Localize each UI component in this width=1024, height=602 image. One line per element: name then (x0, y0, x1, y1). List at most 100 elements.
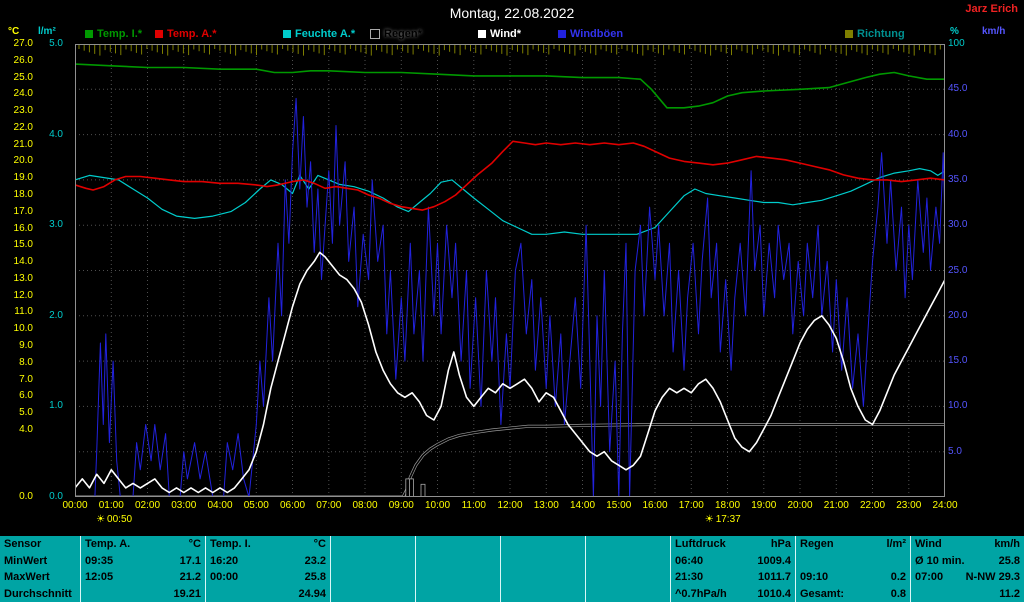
stats-cell: 09:10 0.2 (800, 571, 906, 583)
stats-cell: Wind km/h (915, 538, 1020, 550)
x-axis-label: 03:00 (171, 500, 197, 511)
wind-axis-tick: 35.0 (948, 173, 968, 185)
series-Feuchte A. (75, 167, 945, 235)
wind-axis-tick: 45.0 (948, 83, 968, 95)
stats-cell: 21:30 1011.7 (675, 571, 791, 583)
stats-row-label: MinWert (4, 554, 48, 567)
stats-cell (416, 569, 500, 586)
wind-axis-tick: 30.0 (948, 219, 968, 231)
temp-axis-tick: 19.0 (13, 172, 33, 184)
stats-cell: Ø 10 min. 25.8 (915, 554, 1020, 567)
x-axis-label: 11:00 (461, 500, 486, 511)
wind-axis-tick: 25.0 (948, 264, 968, 276)
temp-axis-tick: 24.0 (13, 88, 33, 100)
stats-row-label: Sensor (4, 538, 42, 550)
x-axis-label: 14:00 (569, 500, 596, 511)
legend-item-temp-i: Temp. I.* (85, 28, 142, 40)
wind-axis-tick: 15.0 (948, 355, 968, 367)
temp-axis-tick: 22.0 (13, 121, 33, 133)
station-name: Jarz Erich (965, 3, 1018, 15)
stats-cell (416, 586, 500, 602)
stats-cell: Luftdruck hPa (675, 538, 791, 550)
wind-axis-tick: 5.0 (948, 445, 962, 457)
legend-item-feuchte-a: Feuchte A.* (283, 28, 355, 40)
stats-cell (416, 553, 500, 570)
x-axis-label: 01:00 (98, 500, 124, 511)
stats-cell: 06:40 1009.4 (675, 554, 791, 567)
rain-bar (420, 483, 426, 497)
x-axis-label: 07:00 (316, 500, 342, 511)
temp-axis-tick: 23.0 (13, 105, 33, 117)
x-axis-label: 06:00 (279, 500, 306, 511)
legend-label: Richtung (857, 28, 905, 40)
x-axis-label: 12:00 (497, 500, 523, 511)
stats-column: Temp. I. °C 16:20 23.2 00:00 25.8 24.94 (205, 536, 330, 602)
legend-label: Temp. A.* (167, 28, 217, 40)
x-axis-label: 09:00 (388, 500, 414, 511)
x-axis-label: 21:00 (823, 500, 849, 511)
temp-axis-tick: 18.0 (13, 189, 33, 200)
wind-axis-tick: 40.0 (948, 128, 968, 140)
temp-axis-tick: 15.0 (13, 239, 33, 251)
temp-axis-tick: 16.0 (13, 222, 33, 234)
x-axis-label: 15:00 (606, 500, 632, 511)
stats-cell (416, 536, 500, 553)
legend-label: Wind* (490, 28, 522, 40)
temp-axis-tick: 7.0 (19, 373, 33, 385)
legend-item-regen: Regen* (370, 28, 422, 40)
stats-column: Temp. A. °C 09:35 17.1 12:05 21.2 19.21 (80, 536, 205, 602)
legend-item-richtung: Richtung (845, 28, 905, 40)
stats-cell: 07:00 N-NW 29.3 (915, 571, 1020, 583)
stats-cell (501, 553, 585, 570)
temp-axis-tick: 25.0 (13, 71, 33, 83)
legend-item-wind: Wind* (478, 28, 521, 40)
legend-label: Feuchte A.* (295, 28, 356, 40)
x-axis-label: 18:00 (714, 500, 741, 511)
humidity-axis-unit: % (950, 26, 959, 37)
stats-column (415, 536, 500, 602)
stats-cell (331, 536, 415, 553)
rain-axis-tick: 3.0 (49, 219, 63, 231)
rain-axis-tick: 1.0 (49, 400, 63, 412)
humidity-axis-tick: 100 (948, 38, 965, 49)
x-axis-label: 17:00 (678, 500, 704, 511)
x-axis-label: 10:00 (424, 500, 451, 511)
stats-cell (331, 553, 415, 570)
stats-cell (586, 536, 670, 553)
temp-axis-tick: 26.0 (13, 54, 33, 66)
rain-axis-tick: 0.0 (49, 491, 63, 502)
x-axis-label: 20:00 (787, 500, 813, 511)
x-axis-label: 00:00 (62, 500, 88, 511)
stats-cell (501, 536, 585, 553)
x-axis-label: 16:00 (642, 500, 668, 511)
stats-cell: Temp. A. °C (85, 538, 201, 550)
x-axis-label: 23:00 (896, 500, 922, 511)
stats-table: Sensor MinWert MaxWert Durchschnitt Temp. A.… (0, 536, 1024, 602)
stats-column: Regen l/m² 09:10 0.2 Gesamt: 0.8 (795, 536, 910, 602)
stats-cell: 12:05 21.2 (85, 571, 201, 583)
stats-row-label: Durchschnitt (4, 587, 72, 600)
temp-axis-tick: 6.0 (19, 390, 33, 402)
temp-axis-tick: 9.0 (19, 340, 33, 351)
temp-axis-unit: °C (8, 26, 20, 37)
stats-cell: 24.94 (298, 587, 326, 600)
stats-column: Wind km/h Ø 10 min. 25.8 07:00 N-NW 29.3 11.2 (910, 536, 1024, 602)
stats-cell (586, 586, 670, 602)
x-axis-label: 02:00 (134, 500, 161, 511)
wind-axis-unit: km/h (982, 26, 1006, 37)
temp-a-swatch-icon (155, 30, 163, 38)
sun-marker: ☀ 00:50 (96, 514, 132, 525)
legend-label: Windböen (570, 28, 624, 40)
temp-axis-tick: 12.0 (13, 289, 33, 301)
stats-cell: Gesamt: 0.8 (800, 587, 906, 600)
stats-cell (331, 586, 415, 602)
x-axis-label: 13:00 (533, 500, 559, 511)
temp-axis-tick: 21.0 (13, 138, 33, 150)
wind-swatch-icon (478, 30, 486, 38)
stats-column (330, 536, 415, 602)
x-axis-label: 22:00 (859, 500, 886, 511)
stats-column (585, 536, 670, 602)
stats-cell: 16:20 23.2 (210, 554, 326, 567)
temp-i-swatch-icon (85, 30, 93, 38)
